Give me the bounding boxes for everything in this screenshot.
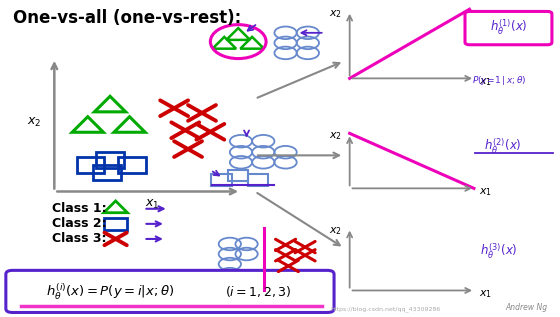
Text: $x_2$: $x_2$ [329,225,342,237]
Text: $x_1$: $x_1$ [479,186,493,198]
Text: Class 2:: Class 2: [52,217,106,230]
Text: $x_2$: $x_2$ [26,116,41,129]
Text: $x_2$: $x_2$ [329,8,342,20]
Text: $P(y\!=\!1\,|\,x;\theta)$: $P(y\!=\!1\,|\,x;\theta)$ [472,74,526,87]
Text: One-vs-all (one-vs-rest):: One-vs-all (one-vs-rest): [12,9,241,27]
Text: $x_1$: $x_1$ [144,197,159,210]
Text: Class 1:: Class 1: [52,202,106,215]
Text: $x_1$: $x_1$ [479,288,493,300]
Text: $(i = 1, 2, 3)$: $(i = 1, 2, 3)$ [225,284,291,299]
Text: $h_{\theta}^{(3)}(x)$: $h_{\theta}^{(3)}(x)$ [480,242,518,261]
Text: $h_{\theta}^{(2)}(x)$: $h_{\theta}^{(2)}(x)$ [484,137,522,156]
FancyBboxPatch shape [6,270,334,313]
Text: $h_{\theta}^{(1)}(x)$: $h_{\theta}^{(1)}(x)$ [489,17,528,37]
Text: Class 3:: Class 3: [52,232,106,245]
Text: Andrew Ng: Andrew Ng [505,303,548,312]
Text: $h_{\theta}^{(i)}(x) = P(y = i|x;\theta)$: $h_{\theta}^{(i)}(x) = P(y = i|x;\theta)… [46,281,174,301]
Text: $x_2$: $x_2$ [329,131,342,142]
Text: $x_1$: $x_1$ [479,76,493,88]
Text: https://blog.csdn.net/qq_43309286: https://blog.csdn.net/qq_43309286 [330,306,440,312]
FancyBboxPatch shape [465,11,552,45]
